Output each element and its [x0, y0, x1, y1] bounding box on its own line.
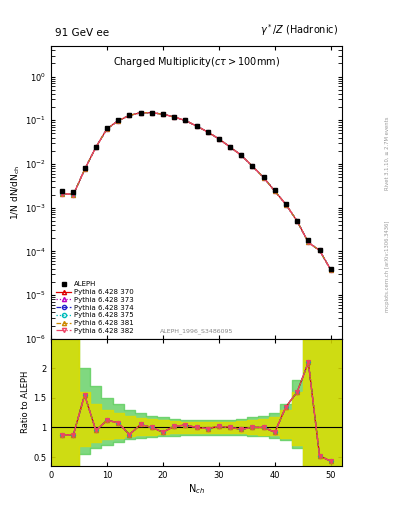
Text: Charged Multiplicity$(c\tau > 100$mm$)$: Charged Multiplicity$(c\tau > 100$mm$)$	[113, 55, 280, 69]
Text: 91 GeV ee: 91 GeV ee	[55, 28, 109, 38]
Text: mcplots.cern.ch [arXiv:1306.3436]: mcplots.cern.ch [arXiv:1306.3436]	[385, 221, 390, 312]
Text: $\gamma^*/Z$ (Hadronic): $\gamma^*/Z$ (Hadronic)	[260, 23, 338, 38]
Y-axis label: 1/N dN/dN$_{\rm ch}$: 1/N dN/dN$_{\rm ch}$	[10, 165, 22, 220]
Text: Rivet 3.1.10, ≥ 2.7M events: Rivet 3.1.10, ≥ 2.7M events	[385, 117, 390, 190]
Legend: ALEPH, Pythia 6.428 370, Pythia 6.428 373, Pythia 6.428 374, Pythia 6.428 375, P: ALEPH, Pythia 6.428 370, Pythia 6.428 37…	[53, 279, 136, 336]
X-axis label: N$_{ch}$: N$_{ch}$	[188, 482, 205, 496]
Y-axis label: Ratio to ALEPH: Ratio to ALEPH	[21, 371, 30, 434]
Text: ALEPH_1996_S3486095: ALEPH_1996_S3486095	[160, 329, 233, 334]
